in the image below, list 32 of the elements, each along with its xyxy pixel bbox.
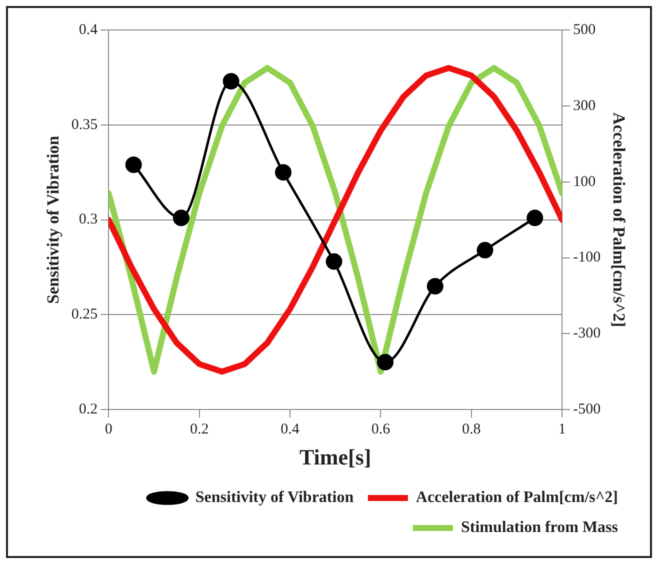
- x-tick-label: 0.2: [190, 422, 209, 438]
- point: [426, 278, 444, 294]
- y2-tick-label: 300: [573, 98, 596, 114]
- y-tick-label: 0.4: [78, 22, 98, 38]
- y-tick-label: 0.35: [71, 116, 98, 133]
- point: [326, 253, 342, 270]
- y-tick-label: 0.25: [71, 306, 98, 323]
- point: [377, 354, 394, 370]
- y-tick-label: 0.3: [78, 212, 98, 228]
- legend-label: Acceleration of Palm[cm/s^2]: [416, 489, 618, 506]
- x-tick-label: 0: [104, 422, 112, 438]
- point: [125, 156, 142, 174]
- x-tick-label: 0.4: [280, 422, 300, 438]
- y-axis-title: Sensitivity of Vibration: [44, 135, 63, 304]
- legend-label: Sensitivity of Vibration: [195, 489, 354, 506]
- x-tick-label: 0.6: [371, 422, 391, 438]
- y2-tick-label: 500: [573, 22, 596, 38]
- point: [172, 210, 190, 226]
- y2-axis-title: Acceleration of Palm[cm/s^2]: [609, 112, 628, 328]
- y2-tick-label: -500: [573, 402, 601, 418]
- legend-label: Stimulation from Mass: [460, 519, 618, 536]
- y2-tick-label: 100: [573, 174, 596, 190]
- point: [526, 210, 544, 226]
- y2-tick-label: -100: [573, 250, 601, 266]
- point: [274, 164, 292, 181]
- point: [476, 242, 494, 258]
- x-axis-title: Time[s]: [300, 444, 372, 470]
- x-tick-label: 1: [558, 422, 566, 438]
- y-tick-label: 0.2: [78, 402, 98, 418]
- point: [222, 72, 240, 90]
- y2-tick-label: -300: [573, 326, 601, 342]
- x-tick-label: 0.8: [462, 422, 481, 438]
